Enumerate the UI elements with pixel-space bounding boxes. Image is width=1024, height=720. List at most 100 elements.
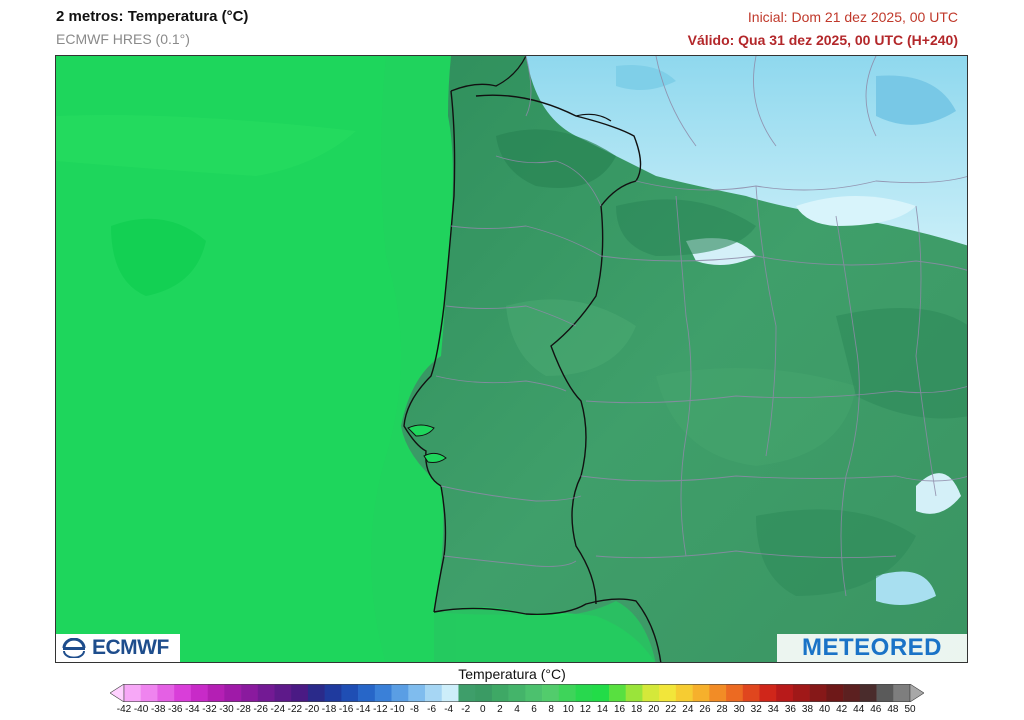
meteored-logo: METEORED [777, 634, 967, 662]
legend-tick-label: -28 [236, 704, 251, 715]
legend-swatch [508, 684, 526, 702]
legend-tick-label: 4 [514, 704, 520, 715]
legend-swatch [140, 684, 158, 702]
legend-swatch [291, 684, 309, 702]
ecmwf-logo: ECMWF [56, 634, 180, 662]
legend-swatch [441, 684, 459, 702]
legend-swatch [859, 684, 877, 702]
legend-tick-label: 48 [887, 704, 899, 715]
map-canvas [56, 56, 967, 662]
legend-swatch [257, 684, 275, 702]
legend-tick-label: -4 [444, 704, 454, 715]
legend-swatch [692, 684, 710, 702]
cold-patch-1 [616, 65, 676, 90]
border-portugal-spain [475, 94, 642, 605]
legend-tick-label: 24 [682, 704, 694, 715]
legend-swatch [642, 684, 660, 702]
legend-swatch [475, 684, 493, 702]
legend-tick-label: 2 [497, 704, 503, 715]
snow-patch-east [916, 473, 961, 514]
terrain-dark-3 [836, 308, 967, 419]
legend-tick-label: -30 [219, 704, 234, 715]
legend-swatch [542, 684, 560, 702]
legend-tick-label: 32 [750, 704, 762, 715]
regional-borders [435, 56, 967, 597]
legend-swatch [341, 684, 359, 702]
ocean-nearshore [371, 56, 456, 662]
legend-swatch [876, 684, 894, 702]
legend-swatch [675, 684, 693, 702]
legend-swatch [374, 684, 392, 702]
south-coast-warm [434, 601, 656, 662]
legend-tick-label: -38 [150, 704, 166, 715]
legend-tick-label: -20 [304, 704, 320, 715]
legend-swatch [124, 684, 142, 702]
legend-arrow-max [909, 684, 924, 702]
legend-swatch [709, 684, 727, 702]
legend-tick-label: 26 [699, 704, 711, 715]
legend-tick-label: 36 [784, 704, 796, 715]
terrain-light-1 [506, 299, 636, 376]
legend-tick-label: 10 [562, 704, 574, 715]
map-title: 2 metros: Temperatura (°C) [56, 8, 249, 25]
legend-swatch [525, 684, 543, 702]
legend-tick-label: -14 [355, 704, 371, 715]
tagus-estuary [407, 424, 435, 437]
legend-tick-label: 42 [836, 704, 848, 715]
init-time: Inicial: Dom 21 dez 2025, 00 UTC [747, 9, 958, 25]
legend-tick-label: -8 [410, 704, 419, 715]
legend-tick-label: -2 [461, 704, 471, 715]
valid-time: Válido: Qua 31 dez 2025, 00 UTC (H+240) [687, 32, 958, 48]
legend-tick-label: -26 [253, 704, 268, 715]
legend-swatch [408, 684, 426, 702]
legend-tick-label: -40 [133, 704, 149, 715]
legend-title: Temperatura (°C) [458, 666, 566, 682]
legend-tick-label: 8 [548, 704, 554, 715]
legend-tick-label: 38 [801, 704, 814, 715]
snow-pyrenees [796, 196, 916, 226]
legend-swatch [575, 684, 593, 702]
legend-swatch [776, 684, 794, 702]
legend-tick-label: 28 [716, 704, 728, 715]
legend-tick-label: 20 [648, 704, 660, 715]
legend-swatch [224, 684, 242, 702]
legend-swatch [809, 684, 827, 702]
legend-swatch [843, 684, 861, 702]
legend-swatch [659, 684, 677, 702]
legend-swatch [558, 684, 576, 702]
terrain-light-2 [656, 368, 856, 466]
legend-swatch [207, 684, 225, 702]
coastline-portugal [403, 90, 456, 613]
color-scale-labels: -42 -40 -38 -36 -34 -32 -30 -28 -26 -24 -22 -20 -18-… [0, 704, 1024, 718]
legend-tick-label: -36 [168, 704, 183, 715]
legend-tick-label: 34 [767, 704, 779, 715]
legend-swatch [174, 684, 192, 702]
legend-tick-label: 0 [480, 704, 486, 715]
terrain-dark-4 [756, 509, 916, 596]
temperature-map[interactable]: ECMWF METEORED [55, 55, 968, 663]
legend-swatch [358, 684, 376, 702]
legend-tick-label: 22 [665, 704, 677, 715]
legend-tick-label: 46 [870, 704, 882, 715]
legend-swatch [458, 684, 476, 702]
legend-tick-label: -22 [287, 704, 303, 715]
coastline-cantabrian [575, 113, 612, 122]
legend-swatch [491, 684, 509, 702]
legend-swatch [425, 684, 443, 702]
ocean-warm-patch [56, 115, 356, 176]
cold-patch-2 [876, 75, 956, 125]
terrain-dark-1 [496, 129, 616, 188]
legend-swatch [592, 684, 610, 702]
legend-tick-label: 6 [531, 704, 537, 715]
legend-swatch [391, 684, 409, 702]
legend-tick-label: -24 [270, 704, 286, 715]
legend-tick-label: -6 [427, 704, 437, 715]
coastline-north [450, 56, 527, 92]
legend-swatch [608, 684, 627, 702]
legend-swatch [625, 684, 643, 702]
legend-tick-label: -16 [338, 704, 354, 715]
legend-swatch [324, 684, 342, 702]
color-scale-bar [110, 684, 924, 702]
legend-swatch [893, 684, 911, 702]
legend-tick-label: 14 [596, 704, 608, 715]
